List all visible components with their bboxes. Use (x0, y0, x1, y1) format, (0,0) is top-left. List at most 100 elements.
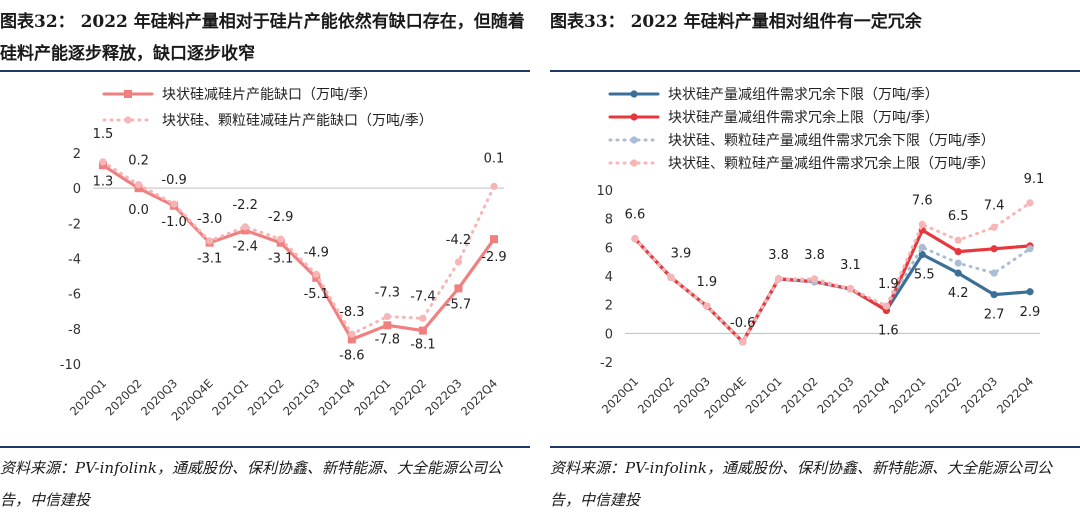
data-label: -3.0 (197, 212, 222, 227)
data-point (490, 182, 498, 191)
series-line (633, 237, 1032, 344)
data-point (846, 285, 855, 293)
data-point (990, 291, 998, 299)
top-rule (0, 70, 530, 72)
data-point (383, 321, 392, 330)
figure-33-title: 图表33： 2022 年硅料产量相对组件有一定冗余 (550, 12, 922, 32)
data-label: 2.7 (984, 308, 1005, 323)
data-label: 7.4 (984, 198, 1005, 213)
data-label: 3.8 (768, 248, 789, 263)
legend-label: 块状硅产量减组件需求冗余下限（万吨/季） (668, 86, 939, 103)
x-tick-label: 2021Q2 (245, 376, 287, 418)
data-point (667, 273, 675, 282)
data-label: -1.0 (161, 215, 186, 230)
data-point (490, 235, 498, 244)
data-label: -4.2 (446, 233, 471, 248)
data-point (99, 158, 107, 166)
data-point (739, 338, 747, 346)
data-label: -8.1 (410, 338, 435, 353)
y-tick-label: -2 (68, 217, 81, 232)
data-point (990, 269, 998, 277)
y-tick-label: -6 (68, 288, 81, 303)
data-point (312, 270, 320, 278)
figure-32-source: 资料来源：PV-infolink，通威股份、保利协鑫、新特能源、大全能源公司公告… (0, 459, 503, 509)
data-point (954, 269, 962, 277)
x-tick-label: 2021Q1 (209, 376, 251, 418)
data-label: 5.5 (914, 268, 935, 283)
data-label: -3.1 (268, 252, 293, 267)
data-label: 9.1 (1024, 172, 1045, 187)
data-label: -2.2 (232, 198, 257, 213)
y-tick-label: 2 (605, 299, 613, 314)
data-label: 3.1 (840, 258, 861, 273)
right-figure: 图表33： 2022 年硅料产量相对组件有一定冗余 10 8 6 4 2 0 -2 2020Q… (550, 0, 1080, 520)
data-label: 1.3 (93, 174, 114, 189)
x-tick-label: 2021Q4 (850, 374, 892, 416)
data-point (918, 220, 926, 228)
data-label: 6.5 (948, 209, 969, 224)
series-line (633, 237, 1032, 344)
right-chart: 1086420-22020Q12020Q22020Q32020Q4E2021Q1… (596, 86, 1045, 422)
y-tick-label: 10 (596, 184, 613, 199)
x-tick-label: 2022Q1 (886, 374, 928, 416)
figure-32-title: 图表32： 2022 年硅料产量相对于硅片产能依然有缺口存在，但随着硅料产能逐步… (0, 12, 525, 64)
series-line (633, 201, 1032, 344)
y-tick-label: 0 (605, 327, 613, 342)
x-tick-label: 2022Q3 (958, 374, 1000, 416)
y-tick-label: -4 (68, 253, 81, 268)
data-point (347, 335, 356, 344)
x-tick-label: 2022Q2 (387, 376, 429, 418)
legend-label: 块状硅、颗粒硅产量减组件需求冗余上限（万吨/季） (668, 155, 995, 172)
data-point (170, 200, 178, 208)
data-label: 6.6 (625, 208, 646, 223)
data-point (348, 330, 356, 338)
data-label: -2.4 (232, 239, 257, 254)
data-label: 1.5 (93, 127, 114, 142)
data-point (241, 223, 249, 231)
y-tick-label: 6 (605, 241, 613, 256)
x-tick-label: 2020Q1 (67, 376, 109, 418)
x-tick-label: 2020Q2 (635, 374, 677, 416)
series-line (101, 163, 496, 341)
data-point (418, 326, 427, 335)
data-label: 1.6 (878, 323, 899, 338)
figure-33-source: 资料来源：PV-infolink，通威股份、保利协鑫、新特能源、大全能源公司公告… (550, 459, 1053, 509)
data-label: -0.9 (161, 173, 186, 188)
x-tick-label: 2022Q4 (994, 374, 1036, 416)
data-label: 2.9 (1020, 305, 1041, 320)
data-label: -4.9 (304, 245, 329, 260)
data-label: -8.3 (339, 305, 364, 320)
legend-marker (124, 116, 132, 124)
y-tick-label: 8 (605, 213, 613, 228)
data-point (454, 258, 463, 266)
left-figure: 图表32： 2022 年硅料产量相对于硅片产能依然有缺口存在，但随着硅料产能逐步… (0, 0, 530, 520)
legend-marker (630, 90, 638, 98)
data-label: 1.9 (696, 275, 717, 290)
data-point (918, 250, 926, 259)
data-label: -8.6 (339, 348, 364, 363)
series-line (633, 228, 1032, 344)
series-line (101, 160, 496, 336)
data-label: -0.6 (730, 316, 755, 331)
data-point (631, 235, 639, 243)
data-label: -5.1 (304, 287, 329, 302)
legend-label: 块状硅、颗粒硅产量减组件需求冗余下限（万吨/季） (668, 132, 995, 149)
legend-marker (630, 136, 638, 144)
data-label: -3.1 (197, 252, 222, 267)
data-point (954, 236, 962, 244)
data-point (1026, 245, 1034, 253)
legend-label: 块状硅产量减组件需求冗余上限（万吨/季） (668, 109, 939, 126)
data-label: 0.2 (128, 154, 149, 169)
data-point (990, 223, 998, 231)
x-tick-label: 2020Q1 (599, 374, 641, 416)
data-label: 7.6 (912, 193, 933, 208)
bottom-rule (0, 446, 530, 448)
data-point (775, 275, 783, 283)
data-label: 1.9 (878, 277, 899, 292)
x-tick-label: 2021Q3 (280, 376, 322, 418)
legend-label: 块状硅、颗粒硅减硅片产能缺口（万吨/季） (162, 113, 433, 129)
data-label: -7.8 (375, 332, 400, 347)
y-tick-label: -8 (68, 323, 81, 338)
x-tick-label: 2022Q2 (922, 374, 964, 416)
bottom-rule (550, 446, 1080, 448)
